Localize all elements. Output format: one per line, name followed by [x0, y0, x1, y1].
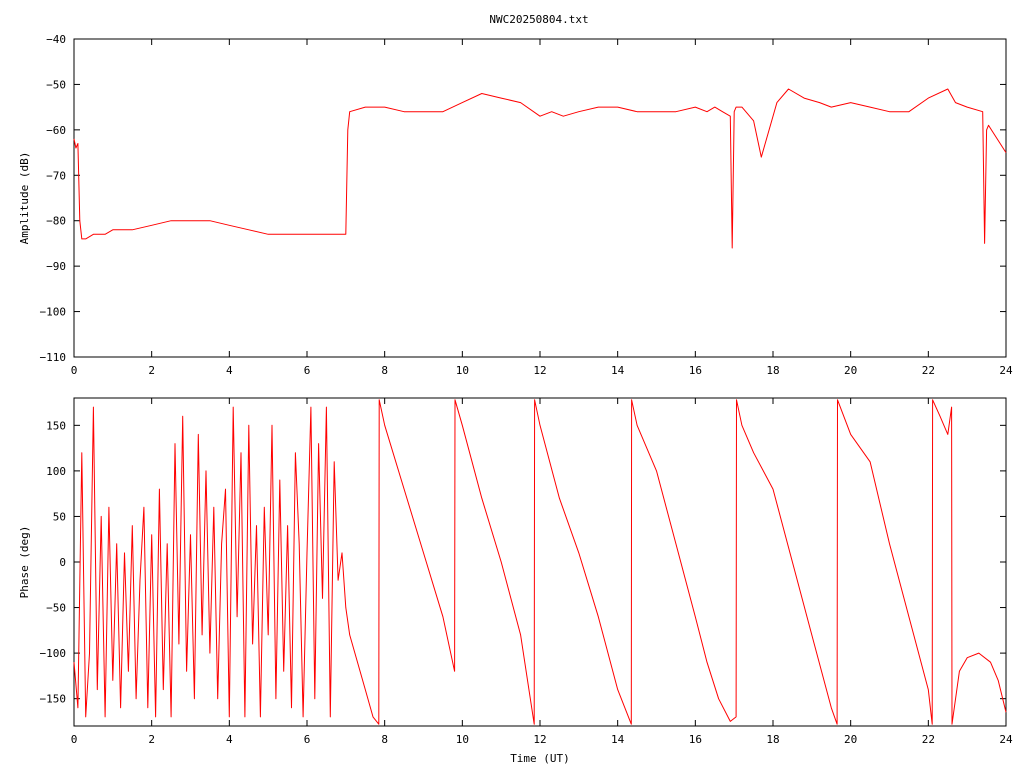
phase-y-tick-label: −150 [40, 693, 67, 706]
phase-y-axis-label: Phase (deg) [18, 526, 31, 599]
amp-y-tick-label: −100 [40, 306, 67, 319]
amp-x-tick-label: 0 [71, 364, 78, 377]
amp-y-tick-label: −80 [46, 215, 66, 228]
amp-x-tick-label: 24 [999, 364, 1013, 377]
phase-x-tick-label: 6 [304, 733, 311, 746]
phase-x-tick-label: 4 [226, 733, 233, 746]
phase-x-tick-label: 24 [999, 733, 1013, 746]
amp-y-tick-label: −110 [40, 351, 67, 364]
phase-y-tick-label: 0 [59, 556, 66, 569]
amp-x-tick-label: 4 [226, 364, 233, 377]
phase-y-tick-label: −50 [46, 602, 66, 615]
amp-series-line [73, 88, 1007, 249]
amp-y-axis-label: Amplitude (dB) [18, 152, 31, 245]
phase-y-tick-label: 50 [53, 510, 66, 523]
amp-y-tick-label: −60 [46, 124, 66, 137]
phase-x-tick-label: 12 [533, 733, 546, 746]
amp-x-tick-label: 16 [689, 364, 702, 377]
phase-x-tick-label: 0 [71, 733, 78, 746]
phase-y-tick-label: −100 [40, 647, 67, 660]
phase-x-tick-label: 2 [148, 733, 155, 746]
phase-x-tick-label: 20 [844, 733, 857, 746]
amp-plot-frame [73, 38, 1007, 358]
amp-x-tick-label: 6 [304, 364, 311, 377]
phase-x-tick-label: 10 [456, 733, 469, 746]
amp-x-tick-label: 18 [766, 364, 779, 377]
amp-x-tick-label: 2 [148, 364, 155, 377]
phase-y-tick-label: 150 [46, 419, 66, 432]
amp-x-tick-label: 10 [456, 364, 469, 377]
phase-panel: 0 2 4 6 8 10 12 14 16 18 20 22 24−150−100−5005010015… [18, 397, 1013, 765]
amp-x-tick-label: 12 [533, 364, 546, 377]
amp-x-tick-label: 8 [381, 364, 388, 377]
phase-x-tick-label: 16 [689, 733, 702, 746]
phase-y-tick-label: 100 [46, 465, 66, 478]
amp-y-tick-label: −50 [46, 78, 66, 91]
amp-x-tick-label: 20 [844, 364, 857, 377]
phase-x-tick-label: 18 [766, 733, 779, 746]
amp-y-tick-label: −90 [46, 260, 66, 273]
amp-y-tick-label: −70 [46, 169, 66, 182]
phase-x-axis-label: Time (UT) [510, 752, 570, 765]
phase-x-tick-label: 8 [381, 733, 388, 746]
phase-plot-frame [73, 397, 1007, 727]
phase-x-tick-label: 14 [611, 733, 625, 746]
amp-x-tick-label: 14 [611, 364, 625, 377]
amp-x-tick-label: 22 [922, 364, 935, 377]
amp-y-tick-label: −40 [46, 33, 66, 46]
phase-series-line [73, 399, 1007, 725]
phase-x-tick-label: 22 [922, 733, 935, 746]
amplitude-panel: 0 2 4 6 8 10 12 14 16 18 20 22 24−110−100−90−80−70−6… [18, 33, 1013, 377]
chart-title: NWC20250804.txt [489, 13, 588, 26]
